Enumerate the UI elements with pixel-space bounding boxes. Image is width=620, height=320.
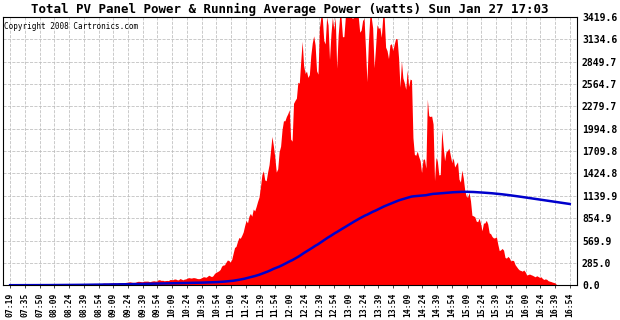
Text: Copyright 2008 Cartronics.com: Copyright 2008 Cartronics.com (4, 22, 138, 31)
Title: Total PV Panel Power & Running Average Power (watts) Sun Jan 27 17:03: Total PV Panel Power & Running Average P… (31, 3, 549, 16)
